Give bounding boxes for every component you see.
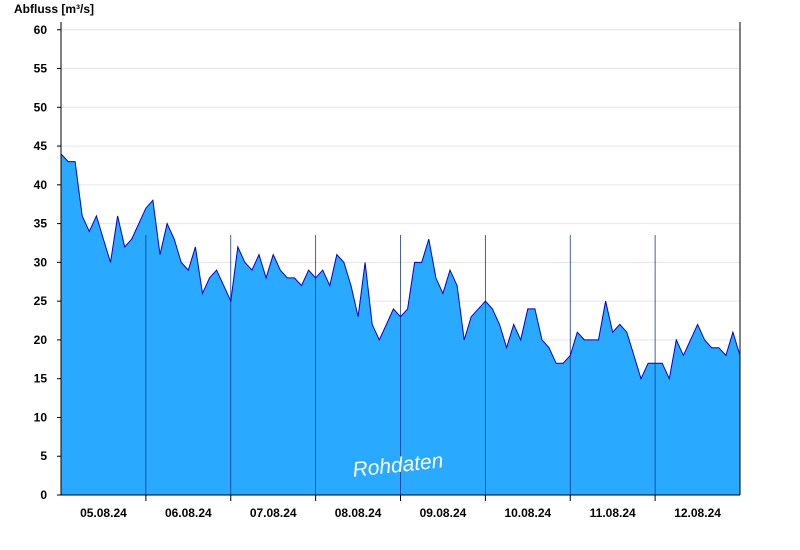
y-tick-label: 60 <box>34 23 48 37</box>
y-tick-label: 20 <box>34 333 48 347</box>
y-tick-label: 10 <box>34 410 48 424</box>
chart-title: Abfluss [m³/s] <box>14 2 94 16</box>
line <box>60 153 741 381</box>
y-tick-label: 50 <box>34 100 48 114</box>
y-tick-label: 35 <box>34 217 48 231</box>
y-tick-label: 25 <box>34 294 48 308</box>
y-tick-label: 55 <box>34 62 48 76</box>
y-tick-label: 15 <box>34 372 48 386</box>
y-tick-label: 0 <box>40 488 47 502</box>
y-tick-label: 5 <box>40 449 47 463</box>
y-tick-label: 40 <box>34 178 48 192</box>
x-tick-label: 05.08.24 <box>80 506 127 520</box>
x-tick-label: 11.08.24 <box>590 506 636 520</box>
x-tick-label: 12.08.24 <box>674 506 721 520</box>
y-tick-label: 45 <box>34 139 48 153</box>
y-tick-label: 30 <box>34 255 48 269</box>
x-tick-label: 09.08.24 <box>420 506 467 520</box>
x-tick-label: 10.08.24 <box>504 506 551 520</box>
x-tick-label: 08.08.24 <box>335 506 382 520</box>
x-tick-label: 06.08.24 <box>165 506 212 520</box>
x-tick-label: 07.08.24 <box>250 506 297 520</box>
